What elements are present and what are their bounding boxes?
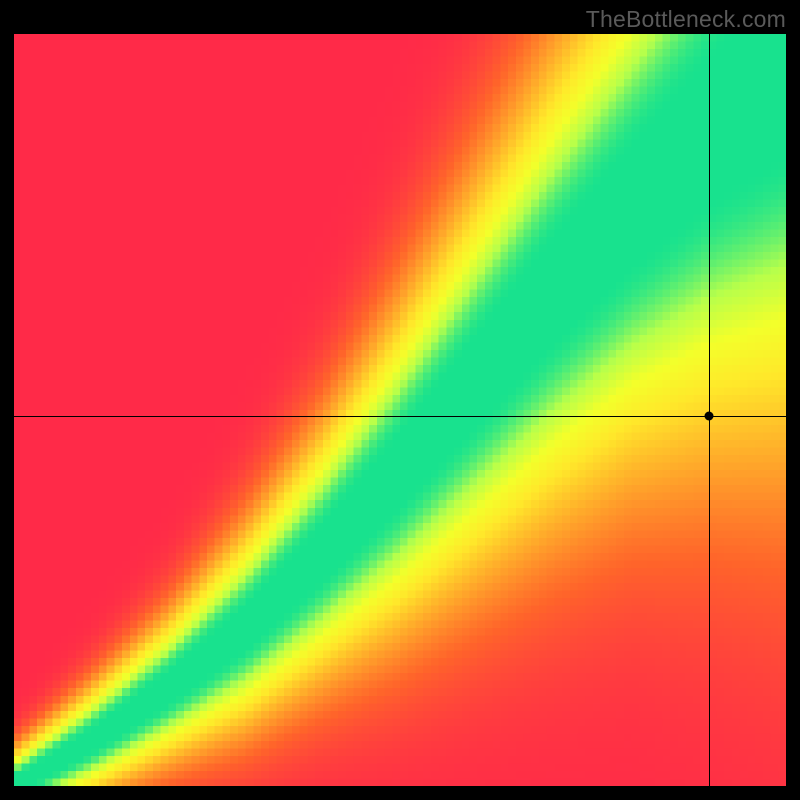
- crosshair-horizontal: [14, 416, 786, 417]
- chart-container: TheBottleneck.com: [0, 0, 800, 800]
- heatmap-canvas: [14, 34, 786, 786]
- plot-area: [14, 34, 786, 786]
- crosshair-vertical: [709, 34, 710, 786]
- marker-dot: [704, 412, 713, 421]
- watermark-text: TheBottleneck.com: [586, 6, 786, 33]
